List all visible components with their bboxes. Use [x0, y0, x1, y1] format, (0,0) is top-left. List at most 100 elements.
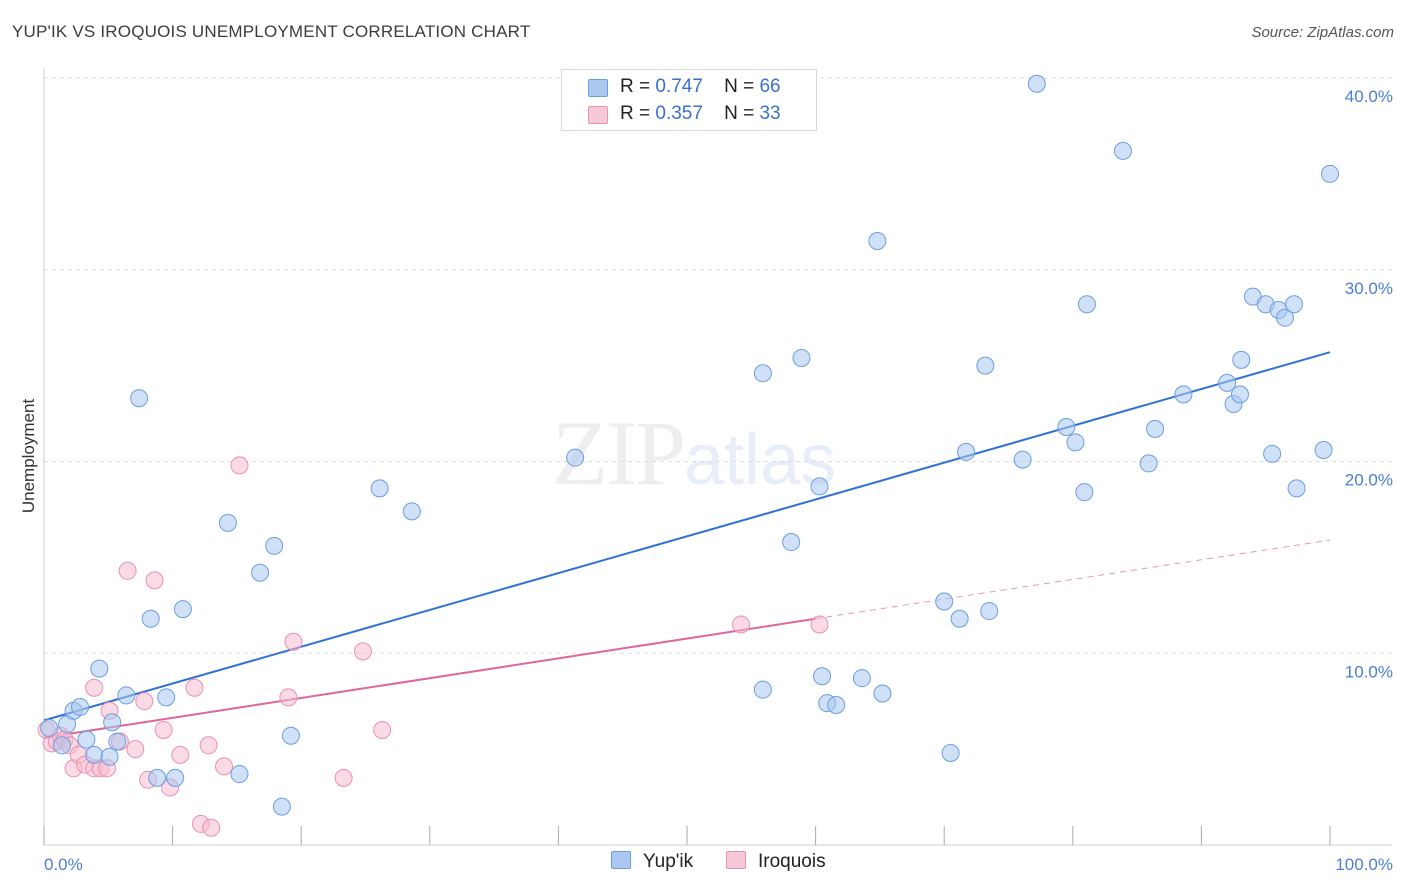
yupik-point [1174, 385, 1193, 404]
y-tick-label: 20.0% [1345, 471, 1393, 490]
yupik-point [1013, 450, 1032, 469]
yupik-point [1077, 295, 1096, 314]
r-value: 0.747 [655, 76, 703, 97]
yupik-point [370, 479, 389, 498]
yupik-point [1314, 440, 1333, 459]
yupik-point [77, 730, 96, 749]
iroquois-point [126, 740, 145, 759]
yupik-point [100, 747, 119, 766]
yupik-point [173, 600, 192, 619]
yupik-point [71, 697, 90, 716]
r-label: R = [620, 76, 651, 97]
source-label: Source: ZipAtlas.com [1251, 24, 1394, 41]
iroquois-point [284, 632, 303, 651]
yupik-point [218, 513, 237, 532]
yupik-point [873, 684, 892, 703]
iroquois-trend-line [43, 617, 816, 739]
yupik-point [130, 389, 149, 408]
iroquois-point [118, 561, 137, 580]
y-tick-label: 40.0% [1345, 87, 1393, 106]
yupik-point [157, 688, 176, 707]
bottom-legend-label-yupik: Yup'ik [643, 851, 694, 872]
yupik-point [1321, 164, 1339, 183]
yupik-point [782, 533, 801, 552]
yupik-point [976, 356, 995, 375]
bottom-legend-iroquois: Iroquois [726, 851, 826, 873]
yupik-point [753, 680, 772, 699]
iroquois-point [85, 678, 104, 697]
yupik-point [813, 667, 832, 686]
n-value: 66 [759, 76, 781, 97]
yupik-point [103, 713, 122, 732]
axes [43, 68, 1392, 846]
yupik-point [141, 609, 160, 628]
iroquois-point [279, 688, 298, 707]
yupik-point [753, 364, 772, 383]
iroquois-point [202, 818, 221, 837]
iroquois-point [353, 642, 372, 661]
legend-text: R = 0.357 N = 33 [620, 103, 781, 125]
yupik-point [90, 659, 109, 678]
yupik-point [117, 686, 136, 705]
yupik-point [566, 448, 585, 467]
n-label: N = [724, 76, 755, 97]
iroquois-point [732, 615, 751, 634]
x-tick-label: 100.0% [1335, 855, 1393, 874]
n-value: 33 [759, 103, 781, 124]
iroquois-point [171, 745, 190, 764]
yupik-point [1139, 454, 1158, 473]
x-tick-label: 0.0% [44, 855, 83, 874]
yupik-point [230, 765, 249, 784]
yupik-point [1146, 419, 1165, 438]
yupik-point [1113, 141, 1132, 160]
iroquois-point [215, 757, 234, 776]
yupik-point [1230, 385, 1249, 404]
yupik-point [1232, 350, 1251, 369]
iroquois-point [145, 571, 164, 590]
yupik-point [852, 669, 871, 688]
iroquois-point [334, 768, 353, 787]
chart-title: YUP'IK VS IROQUOIS UNEMPLOYMENT CORRELAT… [12, 22, 531, 41]
iroquois-point [230, 456, 249, 475]
yupik-point [40, 719, 59, 738]
bottom-legend-label-iroquois: Iroquois [758, 851, 826, 872]
bottom-legend-swatch-yupik [611, 851, 631, 869]
yupik-point [1287, 479, 1306, 498]
y-axis-label: Unemployment [19, 399, 38, 514]
yupik-point [935, 592, 954, 611]
yupik-point [1263, 444, 1282, 463]
yupik-point [166, 768, 185, 787]
yupik-point [1066, 433, 1085, 452]
yupik-point [1075, 483, 1094, 502]
bottom-legend-yupik: Yup'ik [611, 851, 693, 873]
yupik-point [957, 442, 976, 461]
yupik-point [827, 696, 846, 715]
yupik-point [792, 348, 811, 367]
r-value: 0.357 [655, 103, 703, 124]
iroquois-trend-extension [815, 539, 1331, 620]
data-points [37, 74, 1339, 837]
yupik-trend-line [43, 351, 1331, 722]
r-label: R = [620, 103, 651, 124]
yupik-point [85, 745, 104, 764]
y-tick-label: 30.0% [1345, 279, 1393, 298]
y-tick-label: 10.0% [1345, 662, 1393, 681]
yupik-point [1218, 373, 1237, 392]
yupik-point [402, 502, 421, 521]
n-label: N = [724, 103, 755, 124]
tick-labels: 10.0% 20.0% 30.0% 40.0% 0.0% 100.0% [44, 87, 1393, 874]
legend-text: R = 0.747 N = 66 [620, 76, 781, 98]
yupik-point [272, 797, 291, 816]
legend-swatch-yupik [588, 79, 608, 97]
yupik-point [1027, 74, 1046, 93]
yupik-point [1284, 295, 1303, 314]
yupik-point [281, 726, 300, 745]
yupik-point [251, 563, 270, 582]
trend-lines [43, 351, 1331, 739]
iroquois-point [154, 720, 173, 739]
yupik-point [1275, 308, 1294, 327]
iroquois-point [185, 678, 204, 697]
yupik-point [810, 477, 829, 496]
grid [44, 77, 1392, 654]
yupik-point [941, 743, 960, 762]
